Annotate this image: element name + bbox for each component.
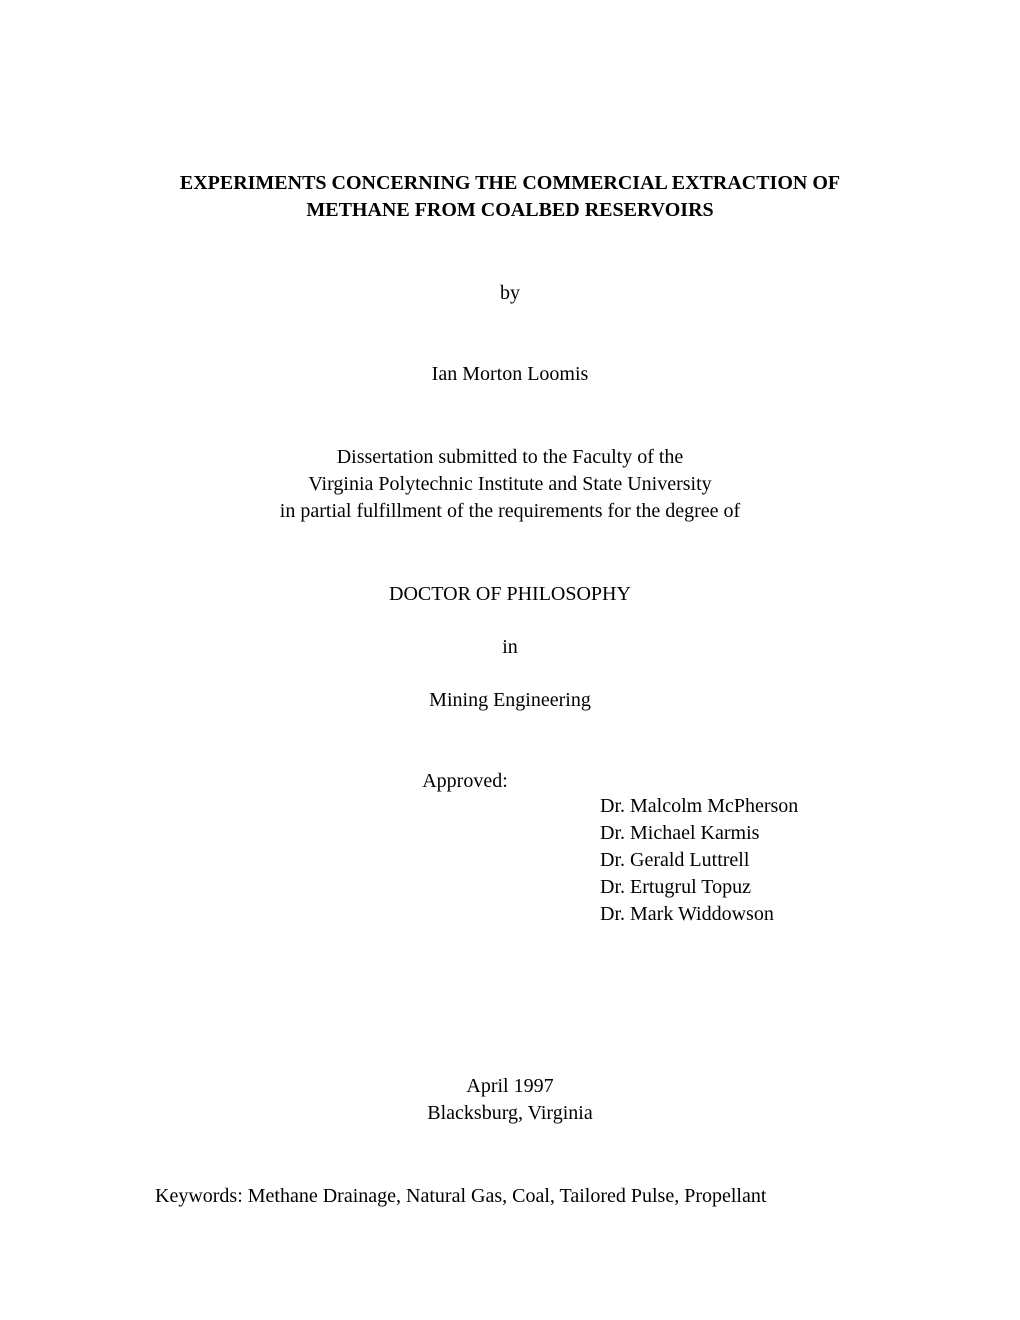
dissertation-title: EXPERIMENTS CONCERNING THE COMMERCIAL EX… [145,170,875,224]
approval-section: Approved: Dr. Malcolm McPherson Dr. Mich… [145,770,875,928]
committee-member: Dr. Ertugrul Topuz [600,874,875,901]
date: April 1997 [145,1073,875,1100]
field-of-study: Mining Engineering [145,689,875,712]
committee-member: Dr. Mark Widdowson [600,901,875,928]
degree-name: DOCTOR OF PHILOSOPHY [145,583,875,606]
submission-line-1: Dissertation submitted to the Faculty of… [145,444,875,471]
title-line-2: METHANE FROM COALBED RESERVOIRS [145,197,875,224]
submission-line-3: in partial fulfillment of the requiremen… [145,498,875,525]
committee-member: Dr. Michael Karmis [600,820,875,847]
place: Blacksburg, Virginia [145,1100,875,1127]
keywords-line: Keywords: Methane Drainage, Natural Gas,… [155,1185,875,1208]
approved-label: Approved: [145,770,875,793]
in-label: in [145,636,875,659]
committee-list: Dr. Malcolm McPherson Dr. Michael Karmis… [600,793,875,928]
date-place-block: April 1997 Blacksburg, Virginia [145,1073,875,1127]
submission-line-2: Virginia Polytechnic Institute and State… [145,471,875,498]
by-label: by [145,282,875,305]
committee-member: Dr. Gerald Luttrell [600,847,875,874]
committee-member: Dr. Malcolm McPherson [600,793,875,820]
author-name: Ian Morton Loomis [145,363,875,386]
submission-statement: Dissertation submitted to the Faculty of… [145,444,875,525]
title-line-1: EXPERIMENTS CONCERNING THE COMMERCIAL EX… [145,170,875,197]
